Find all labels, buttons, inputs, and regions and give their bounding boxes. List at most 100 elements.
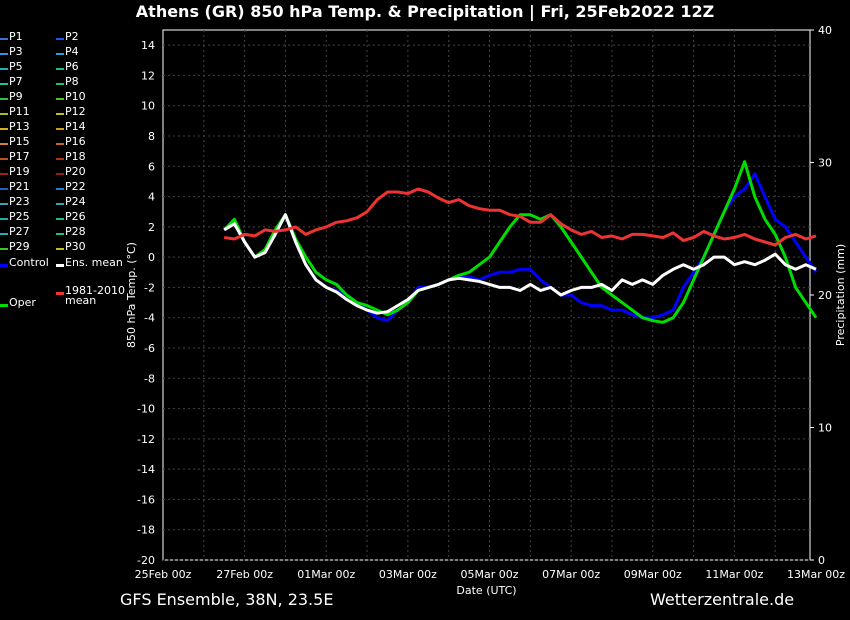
y-tick-label: -4 — [144, 312, 155, 325]
series-line-oper — [223, 160, 818, 324]
legend-label: P17 — [9, 150, 30, 163]
legend-label: P15 — [9, 135, 30, 148]
legend-label: P22 — [65, 180, 86, 193]
legend-swatch — [56, 248, 64, 250]
legend-item-p25: P25 — [0, 210, 30, 225]
legend-label: P21 — [9, 180, 30, 193]
legend-item-p23: P23 — [0, 196, 30, 210]
legend-swatch — [56, 158, 64, 160]
legend-swatch — [56, 218, 64, 220]
legend-item-p26: P26 — [56, 210, 86, 225]
legend-swatch — [56, 263, 64, 267]
y-tick-label: -20 — [137, 554, 155, 567]
y-tick-label: 2 — [148, 221, 155, 234]
x-tick-label: 07Mar 00z — [542, 568, 600, 581]
legend-item-p17: P17 — [0, 150, 30, 165]
legend-swatch — [56, 98, 64, 100]
legend-swatch — [0, 233, 8, 235]
legend-item-p27: P27 — [0, 225, 30, 240]
y-tick-label: -2 — [144, 281, 155, 294]
legend-label: P28 — [65, 225, 86, 238]
legend-swatch — [0, 53, 8, 55]
legend-swatch — [0, 113, 8, 115]
legend-swatch — [56, 53, 64, 55]
legend-label: P13 — [9, 120, 30, 133]
legend-swatch — [0, 173, 8, 175]
legend-label: P20 — [65, 165, 86, 178]
plot-frame — [162, 29, 811, 561]
y-tick-label: -14 — [137, 463, 155, 476]
legend-swatch — [56, 68, 64, 70]
y-tick-label: 10 — [141, 100, 155, 113]
series-line-1981-2010-mean — [223, 187, 817, 247]
legend-item-p20: P20 — [56, 165, 86, 180]
legend-item-p22: P22 — [56, 180, 86, 195]
y-tick-label: 8 — [148, 130, 155, 143]
y2-tick-label: 30 — [818, 157, 832, 170]
x-tick-label: 03Mar 00z — [379, 568, 437, 581]
legend-label: Oper — [9, 296, 36, 309]
legend-item-p12: P12 — [56, 106, 86, 120]
y-tick-label: -16 — [137, 493, 155, 506]
series-line-ens-mean — [223, 213, 817, 315]
legend-swatch — [56, 233, 64, 235]
legend-item-p15: P15 — [0, 135, 30, 150]
legend-swatch — [56, 38, 64, 40]
legend-swatch — [0, 303, 8, 307]
legend-label: P1 — [9, 30, 23, 43]
legend: P1 P2 P3 P4 P5 P6 P7 P8 P9 P10 P11 P12 P13 P14 P15 P16 P… — [0, 30, 130, 332]
legend-item-p14: P14 — [56, 120, 86, 135]
legend-item-p13: P13 — [0, 120, 30, 135]
legend-label: P2 — [65, 30, 79, 43]
legend-label: P27 — [9, 225, 30, 238]
legend-item-p1: P1 — [0, 30, 23, 45]
y-tick-label: -10 — [137, 403, 155, 416]
legend-item-p7: P7 — [0, 75, 23, 90]
y2-axis-label: Precipitation (mm) — [834, 244, 847, 346]
legend-label: Control — [9, 256, 49, 269]
y-tick-label: -8 — [144, 372, 155, 385]
legend-swatch — [0, 248, 8, 250]
legend-label: P7 — [9, 75, 23, 88]
legend-item-p10: P10 — [56, 91, 86, 105]
x-tick-label: 05Mar 00z — [460, 568, 518, 581]
legend-swatch — [0, 263, 8, 267]
y-tick-label: -12 — [137, 433, 155, 446]
legend-item-p18: P18 — [56, 151, 86, 165]
legend-swatch — [0, 188, 8, 190]
legend-item-p11: P11 — [0, 106, 30, 120]
legend-label: P14 — [65, 120, 86, 133]
legend-swatch — [0, 143, 8, 145]
x-tick-label: 27Feb 00z — [216, 568, 273, 581]
legend-swatch — [56, 188, 64, 190]
legend-item-p24: P24 — [56, 196, 86, 210]
y-tick-label: 12 — [141, 69, 155, 82]
legend-item-p9: P9 — [0, 91, 23, 105]
legend-swatch — [0, 83, 8, 85]
legend-item-p30: P30 — [56, 240, 86, 255]
y-tick-label: -6 — [144, 342, 155, 355]
chart-title: Athens (GR) 850 hPa Temp. & Precipitatio… — [135, 2, 715, 21]
legend-label: P29 — [9, 240, 30, 253]
legend-label: P30 — [65, 240, 86, 253]
legend-item-1981-2010-mean: 1981-2010 mean — [56, 285, 125, 306]
legend-label: P26 — [65, 210, 86, 223]
legend-label: P25 — [9, 210, 30, 223]
model-info-footer: GFS Ensemble, 38N, 23.5E — [120, 590, 334, 609]
legend-swatch — [0, 218, 8, 220]
x-tick-label: 09Mar 00z — [624, 568, 682, 581]
legend-swatch — [56, 143, 64, 145]
legend-item-p6: P6 — [56, 60, 79, 75]
y2-tick-label: 10 — [818, 422, 832, 435]
legend-swatch — [56, 173, 64, 175]
legend-item-p8: P8 — [56, 75, 79, 90]
y-tick-label: 4 — [148, 191, 155, 204]
legend-label: P16 — [65, 135, 86, 148]
legend-label: P8 — [65, 75, 79, 88]
legend-label: P6 — [65, 60, 79, 73]
y-tick-label: 14 — [141, 39, 155, 52]
legend-item-control: Control — [0, 256, 49, 271]
legend-item-p29: P29 — [0, 240, 30, 255]
y-tick-label: 6 — [148, 160, 155, 173]
